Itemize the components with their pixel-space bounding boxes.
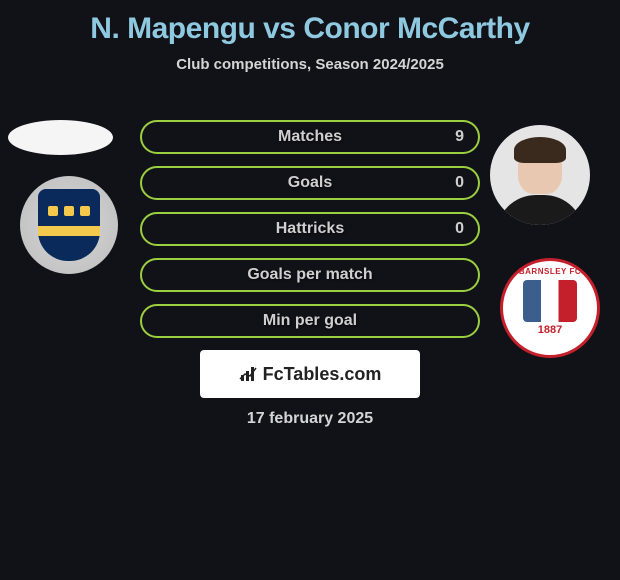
page-subtitle: Club competitions, Season 2024/2025	[0, 56, 620, 73]
crest-right-shield	[523, 280, 577, 322]
stat-right-value: 9	[455, 128, 464, 146]
date-label: 17 february 2025	[0, 410, 620, 428]
stat-row-matches: Matches 9	[140, 120, 480, 154]
stat-row-hattricks: Hattricks 0	[140, 212, 480, 246]
stat-label: Goals	[288, 174, 332, 192]
stat-row-min-per-goal: Min per goal	[140, 304, 480, 338]
stat-row-goals: Goals 0	[140, 166, 480, 200]
crest-right-label: BARNSLEY FC	[519, 267, 581, 276]
crest-left-shield	[38, 189, 100, 261]
player-left-crest	[20, 176, 118, 274]
crest-left-decor	[48, 206, 90, 216]
stats-container: Matches 9 Goals 0 Hattricks 0 Goals per …	[140, 120, 480, 350]
stat-label: Goals per match	[247, 266, 372, 284]
stat-label: Matches	[278, 128, 342, 146]
player-right-avatar	[490, 125, 590, 225]
stat-right-value: 0	[455, 174, 464, 192]
crest-right-year: 1887	[538, 324, 562, 336]
crest-left-band	[38, 226, 100, 236]
player-right-crest: BARNSLEY FC 1887	[500, 258, 600, 358]
stat-label: Min per goal	[263, 312, 357, 330]
brand-badge: FcTables.com	[200, 350, 420, 398]
stat-label: Hattricks	[276, 220, 344, 238]
stat-row-goals-per-match: Goals per match	[140, 258, 480, 292]
stat-right-value: 0	[455, 220, 464, 238]
player-left-avatar	[8, 120, 113, 155]
page-title: N. Mapengu vs Conor McCarthy	[0, 0, 620, 46]
chart-icon	[239, 365, 259, 383]
brand-text: FcTables.com	[263, 364, 382, 385]
